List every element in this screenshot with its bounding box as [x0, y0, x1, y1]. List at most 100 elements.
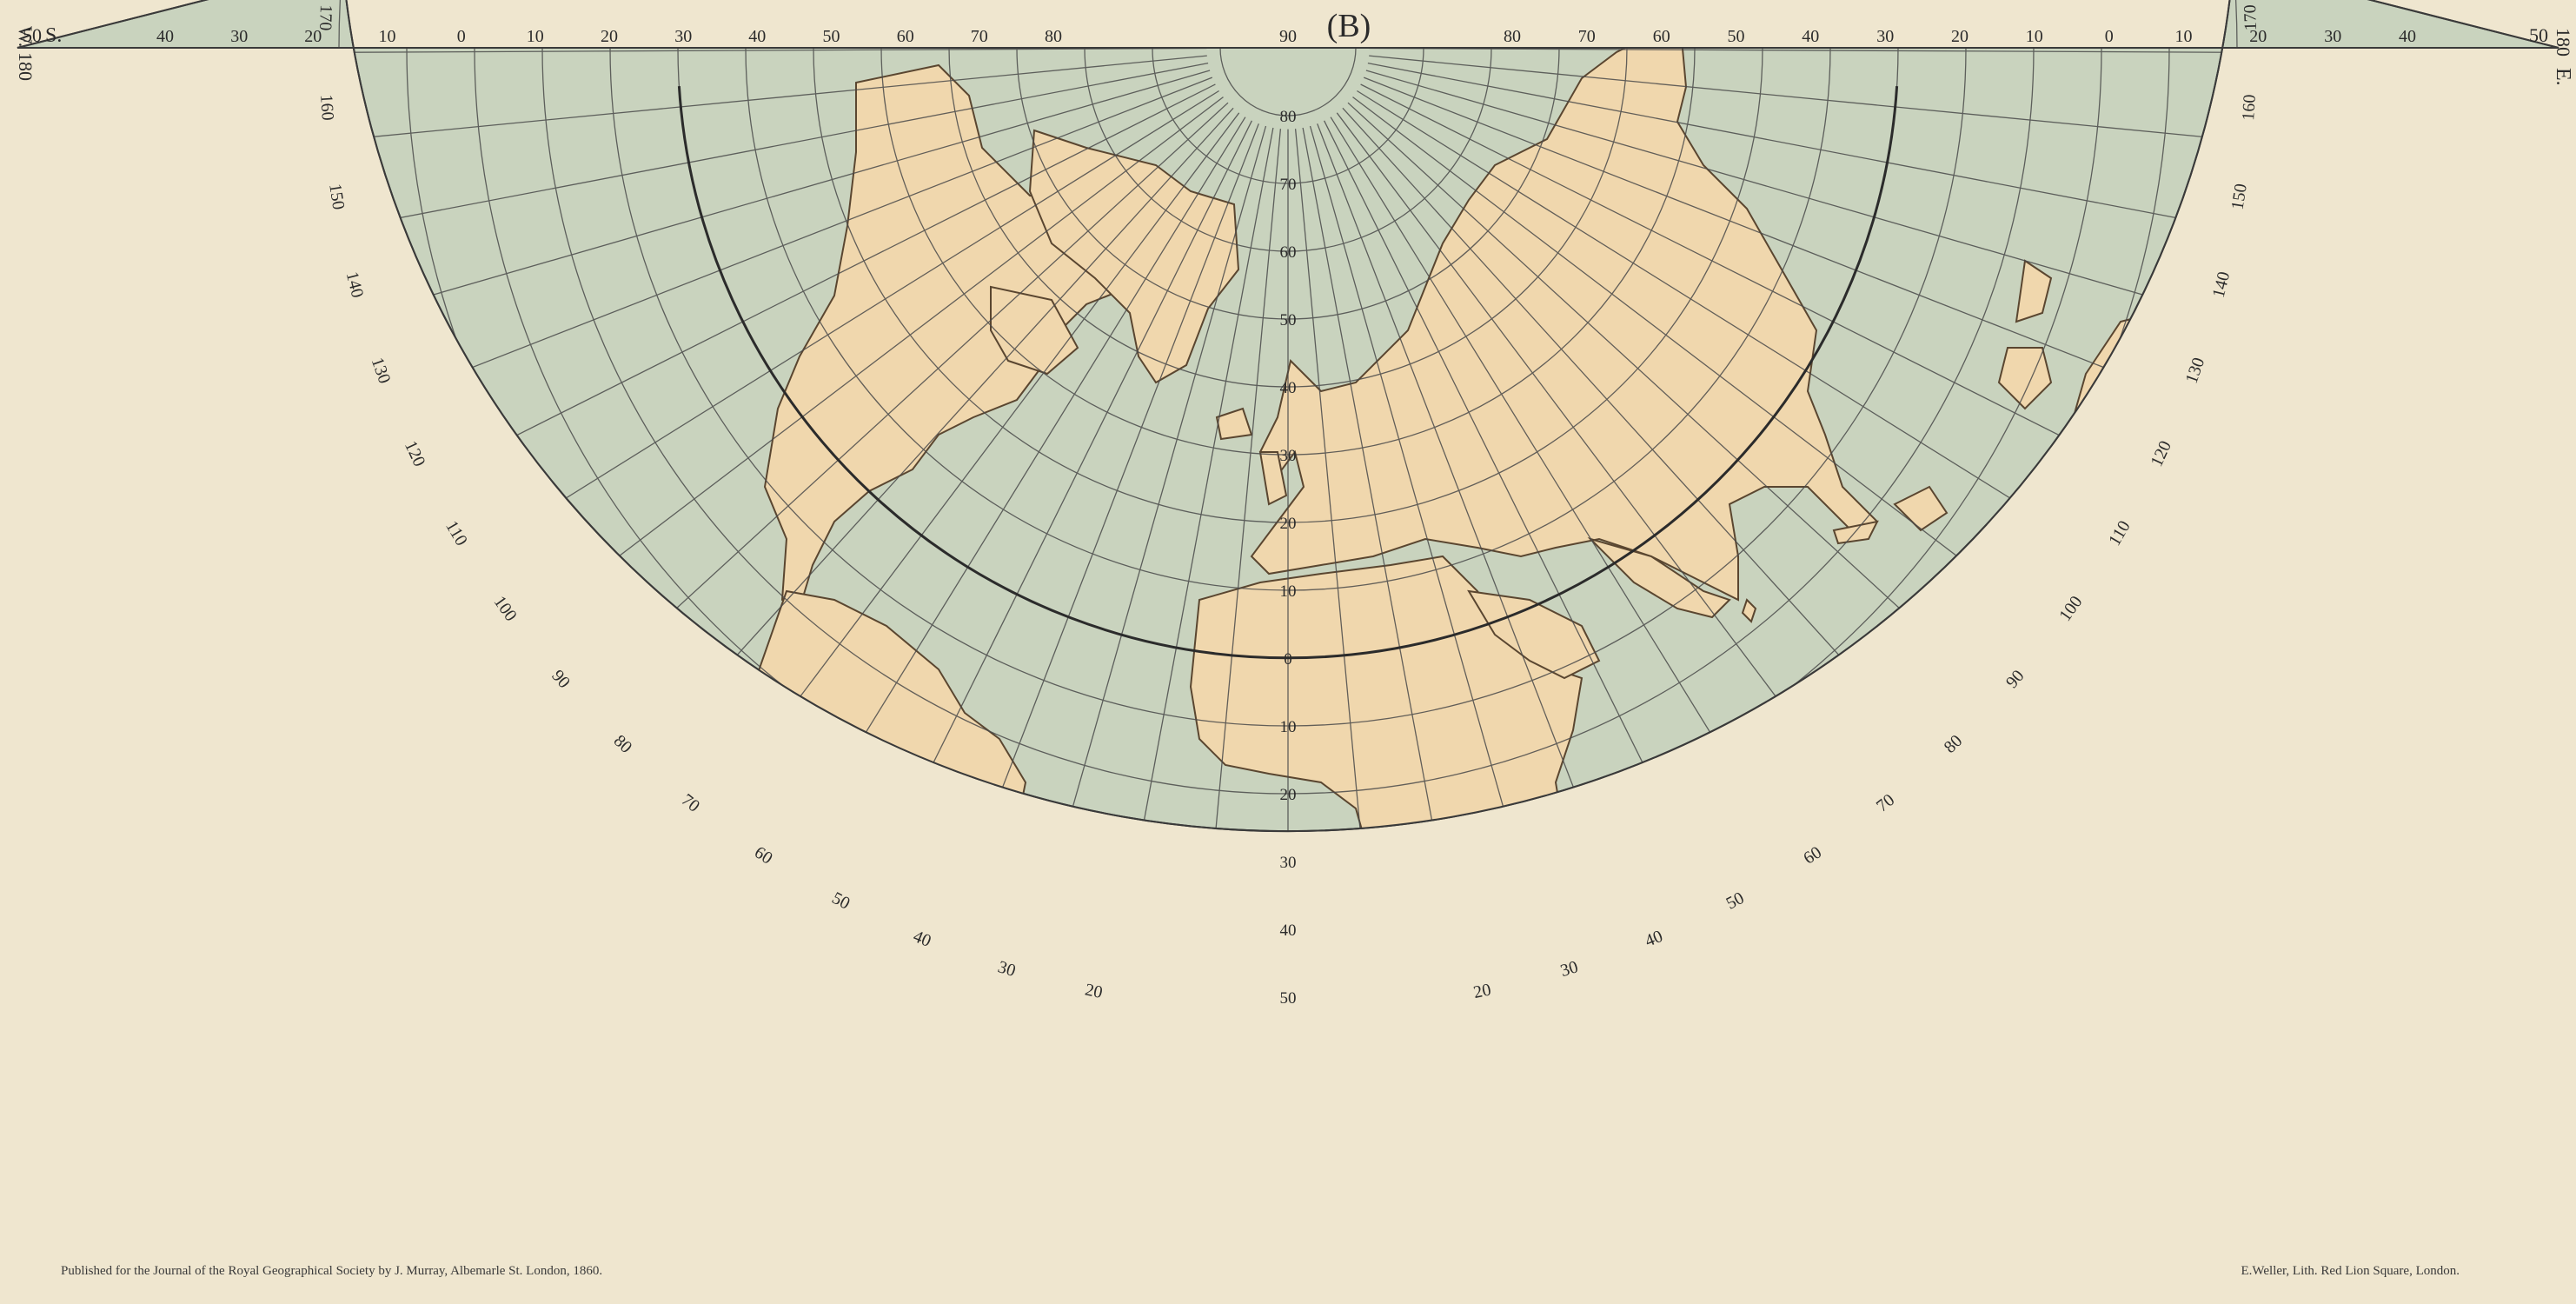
edge-meridian-label-right: 170	[2241, 4, 2261, 31]
top-meridian-label: 80	[1045, 27, 1062, 46]
corner-left-deg: 180	[15, 52, 37, 81]
meridian-line	[1342, 107, 2161, 832]
corner-right-deg: 180	[2553, 28, 2574, 57]
edge-meridian-label-right: 40	[1642, 927, 1665, 951]
top-meridian-label: 10	[379, 27, 396, 46]
edge-meridian-label-left: 70	[678, 790, 703, 816]
edge-meridian-label-right: 120	[2147, 438, 2175, 469]
meridian-line	[1336, 112, 2068, 832]
edge-meridian-label-right: 110	[2105, 517, 2134, 549]
madagascar	[1615, 806, 1670, 832]
edge-meridian-label-left: 120	[401, 438, 429, 469]
new-zealand	[2371, 346, 2409, 393]
top-meridian-label: 30	[1876, 27, 1894, 46]
top-meridian-label: 0	[457, 27, 466, 46]
top-meridian-label: 50	[1728, 27, 1745, 46]
top-meridian-label: 30	[2324, 27, 2341, 46]
meridian-line	[1330, 116, 1969, 832]
top-meridian-label: 10	[2026, 27, 2043, 46]
sri-lanka	[1741, 598, 1757, 623]
edge-meridian-label-left: 90	[548, 667, 574, 693]
meridian-line	[1317, 123, 1756, 832]
central-latitude-label: 30	[1280, 854, 1297, 872]
edge-meridian-label-right: 60	[1800, 842, 1825, 868]
edge-meridian-label-right: 50	[1723, 888, 1748, 914]
greenland	[1028, 129, 1240, 384]
corner-left-lat: 50	[23, 24, 42, 46]
top-meridian-label: 0	[2105, 27, 2114, 46]
central-latitude-label: 70	[1280, 176, 1297, 194]
top-meridian-label: 40	[2399, 27, 2416, 46]
equator-line	[677, 86, 1899, 660]
edge-meridian-label-left: 150	[325, 183, 348, 211]
central-latitude-label: 30	[1280, 447, 1297, 465]
india	[1587, 536, 1731, 619]
southern-tip	[495, 1087, 539, 1130]
meridian-line	[820, 123, 1259, 832]
edge-meridian-label-left: 60	[751, 842, 776, 868]
top-meridian-label: 40	[1802, 27, 1819, 46]
meridian-line	[1309, 125, 1643, 832]
corner-left-s: S.	[45, 24, 62, 47]
corner-right-e: E.	[2552, 68, 2574, 86]
central-latitude-label: 40	[1280, 379, 1297, 397]
edge-meridian-label-left: 80	[610, 731, 636, 757]
edge-meridian-label-left: 140	[342, 269, 368, 299]
corner-left-w: W.	[15, 26, 37, 47]
edge-meridian-label-right: 70	[1873, 790, 1898, 816]
edge-meridian-label-left: 110	[442, 517, 471, 549]
meridian-line	[1324, 120, 1865, 832]
top-meridian-label: 30	[674, 27, 692, 46]
antarctic-island	[2352, 59, 2419, 97]
small-island-ne	[2440, 111, 2496, 167]
japan	[2015, 259, 2053, 323]
central-latitude-label: 50	[1280, 989, 1297, 1008]
top-meridian-label: 70	[971, 27, 988, 46]
central-latitude-label: 10	[1280, 718, 1297, 736]
edge-meridian-label-right: 90	[2002, 667, 2028, 693]
europe-asia	[1250, 33, 1879, 602]
central-latitude-label: 40	[1280, 921, 1297, 940]
map-title: (B)	[1327, 8, 1371, 44]
meridian-line	[933, 125, 1267, 832]
edge-meridian-label-right: 100	[2055, 593, 2086, 625]
british-isles	[1258, 451, 1288, 506]
meridian-line	[415, 107, 1234, 832]
top-meridian-label: 20	[1951, 27, 1969, 46]
meridian-line	[607, 116, 1246, 832]
africa	[1189, 555, 1592, 832]
edge-meridian-label-right: 160	[2239, 94, 2260, 121]
edge-meridian-label-left: 30	[996, 957, 1019, 981]
edge-meridian-label-right: 150	[2227, 183, 2250, 211]
top-meridian-label: 60	[897, 27, 914, 46]
top-meridian-label: 50	[823, 27, 840, 46]
edge-meridian-label-right: 140	[2209, 269, 2234, 299]
meridian-line	[1168, 129, 1282, 832]
top-meridian-label: 40	[748, 27, 766, 46]
central-latitude-label: 50	[1280, 311, 1297, 329]
central-latitude-label: 0	[1284, 650, 1292, 669]
edge-meridian-label-left: 50	[829, 888, 853, 914]
edge-meridian-label-right: 30	[1558, 957, 1581, 981]
top-meridian-label: 40	[156, 27, 174, 46]
top-meridian-label: 20	[304, 27, 322, 46]
edge-meridian-label-right: 130	[2182, 355, 2209, 386]
edge-meridian-label-left: 100	[490, 593, 521, 625]
meridian-line	[1302, 127, 1526, 832]
central-latitude-label: 20	[1280, 515, 1297, 533]
top-meridian-label: 30	[230, 27, 248, 46]
meridian-line	[1294, 129, 1408, 832]
central-latitude-label: 10	[1280, 582, 1297, 601]
imprint-publisher: Published for the Journal of the Royal G…	[61, 1264, 602, 1278]
edge-meridian-label-left: 40	[911, 927, 934, 951]
top-meridian-label: 90	[1279, 27, 1297, 46]
edge-meridian-label-left: 160	[316, 94, 337, 121]
edge-meridian-label-left: 170	[315, 4, 335, 31]
top-meridian-label: 20	[601, 27, 618, 46]
edge-meridian-label-left: 20	[1083, 980, 1104, 1002]
meridian-line	[1050, 127, 1274, 832]
edge-meridian-label-left: 130	[368, 355, 395, 386]
top-meridian-label: 10	[2175, 27, 2193, 46]
